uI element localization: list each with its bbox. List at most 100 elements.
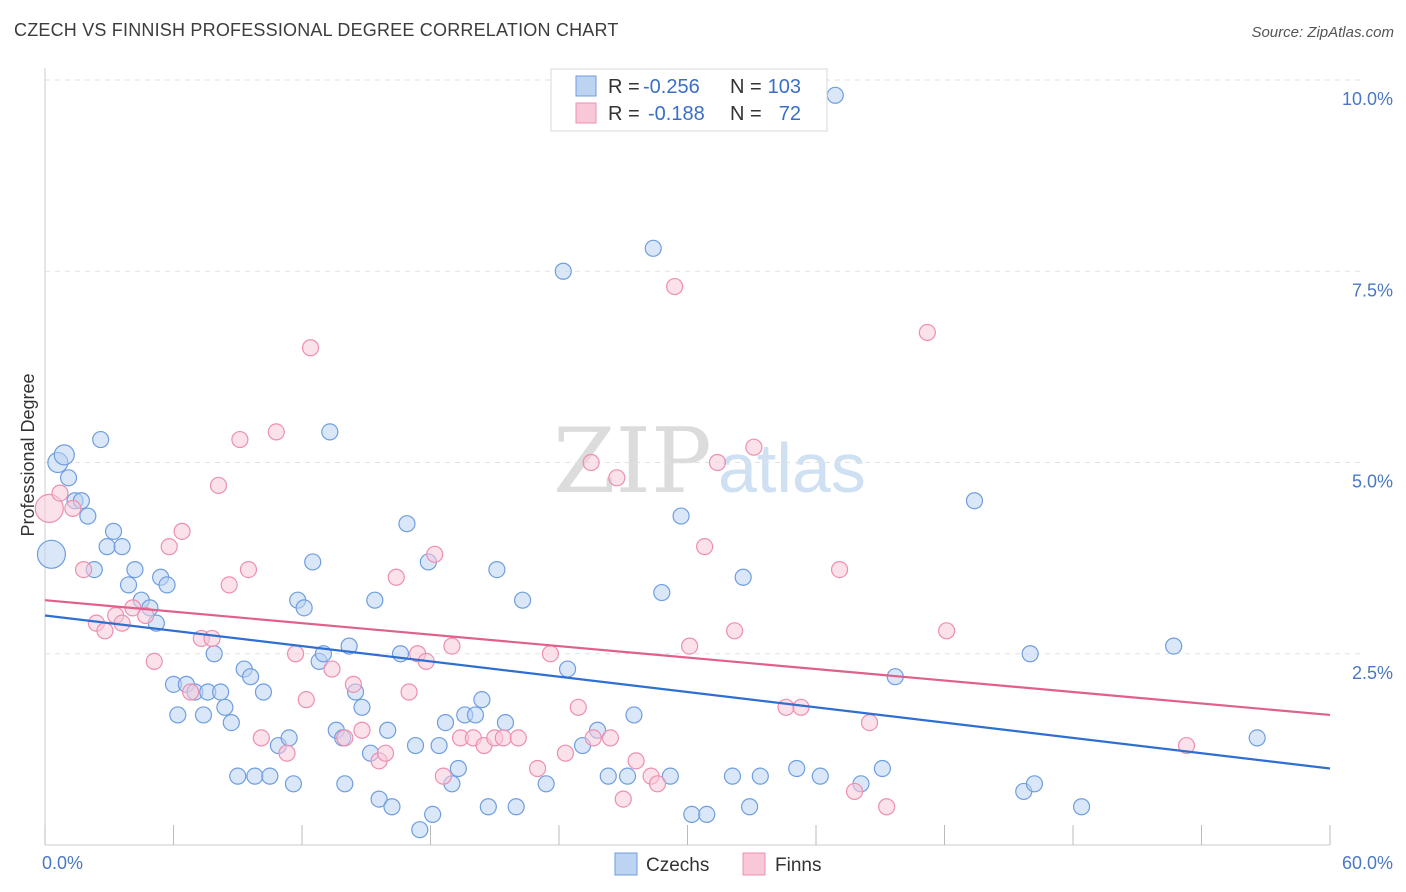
finns-point [353, 721, 371, 739]
legend-czechs-r-label: R = [608, 76, 640, 98]
czechs-point [92, 430, 110, 449]
legend-box [550, 68, 828, 132]
czechs-point [36, 539, 67, 569]
finns-point [426, 545, 444, 563]
czechs-trend-line [44, 614, 1331, 770]
svg-text:ZIP: ZIP [553, 409, 712, 514]
trend-lines [44, 599, 1331, 770]
finns-point [845, 782, 864, 801]
bottom-legend: Czechs Finns [614, 852, 821, 876]
czechs-point [672, 507, 690, 525]
czechs-point [411, 821, 429, 839]
bottom-legend-czechs-swatch [614, 852, 638, 876]
finns-point [1177, 736, 1196, 755]
czechs-point [113, 538, 131, 556]
finns-point [239, 560, 258, 579]
czechs-point [466, 706, 485, 724]
czechs-point [473, 691, 491, 709]
legend-czechs-n-value: 103 [768, 76, 801, 98]
czechs-point [513, 591, 532, 609]
czechs-point [625, 706, 643, 724]
watermark: ZIP atlas [553, 409, 866, 514]
czechs-point [653, 583, 671, 602]
czechs-point [811, 767, 829, 785]
finns-point [666, 277, 684, 296]
finns-point [938, 622, 956, 640]
finns-point [443, 637, 461, 655]
czechs-point [430, 736, 448, 755]
finns-point [648, 775, 667, 793]
legend-czechs-swatch [575, 75, 597, 97]
finns-point [182, 683, 200, 701]
czechs-point [644, 239, 662, 257]
finns-point [231, 430, 249, 449]
finns-point [286, 645, 305, 663]
legend-finns-r-label: R = [608, 103, 640, 125]
czechs-point [216, 698, 234, 716]
finns-point [582, 453, 600, 472]
czechs-point [1025, 775, 1044, 793]
czechs-point [229, 767, 247, 785]
czechs-point [424, 805, 442, 824]
czechs-point [406, 736, 425, 755]
czechs-point [751, 767, 769, 785]
finns-point [301, 339, 320, 357]
finns-point [96, 622, 114, 640]
czechs-point [507, 798, 525, 816]
czechs-point [826, 86, 844, 104]
y-tick-label-3: 10.0% [1342, 89, 1393, 109]
czechs-point [379, 721, 397, 739]
chart-source: Source: ZipAtlas.com [1251, 24, 1394, 41]
finns-point [267, 423, 285, 441]
bottom-legend-finns-label: Finns [775, 855, 821, 876]
czechs-point [398, 515, 416, 533]
finns-point [34, 493, 64, 523]
czechs-point [366, 591, 384, 609]
finns-point [830, 560, 849, 579]
legend-finns-n-value: 72 [779, 103, 801, 125]
czechs-point [370, 790, 388, 808]
czechs-point [723, 767, 742, 785]
finns-point [203, 629, 221, 648]
czechs-point [479, 798, 497, 816]
czechs-point [683, 805, 701, 824]
finns-point [336, 729, 354, 747]
finns-point [278, 744, 296, 762]
czechs-point [698, 805, 716, 824]
czechs-point [119, 576, 138, 594]
finns-point [137, 606, 155, 625]
finns-point [297, 691, 315, 709]
czechs-point [599, 767, 617, 785]
czechs-point [212, 683, 230, 701]
czechs-point [194, 706, 213, 724]
czechs-point [158, 576, 176, 594]
finns-point [344, 675, 362, 693]
x-tick-max: 60.0% [1342, 853, 1393, 873]
finns-point [792, 698, 810, 716]
czechs-point [261, 767, 279, 785]
czechs-point [1165, 637, 1183, 655]
czechs-point [336, 775, 354, 793]
finns-point [220, 576, 238, 594]
finns-point [376, 744, 395, 762]
czechs-point [126, 560, 144, 579]
czechs-point [98, 538, 116, 556]
finns-point [323, 660, 341, 678]
finns-point [209, 476, 228, 495]
czechs-point [222, 713, 240, 732]
finns-point [51, 484, 69, 502]
czechs-point [496, 713, 515, 732]
finns-point [681, 637, 699, 655]
finns-point [745, 438, 763, 456]
finns-point [918, 323, 936, 342]
czechs-point [304, 553, 322, 571]
finns-point [400, 683, 418, 701]
czechs-point [1248, 729, 1266, 747]
finns-point [160, 538, 178, 556]
finns-point [601, 729, 620, 747]
czechs-point [280, 729, 298, 747]
legend-finns-n-label: N = [730, 103, 762, 125]
x-tick-min: 0.0% [42, 853, 83, 873]
legend-finns-swatch [575, 102, 597, 124]
